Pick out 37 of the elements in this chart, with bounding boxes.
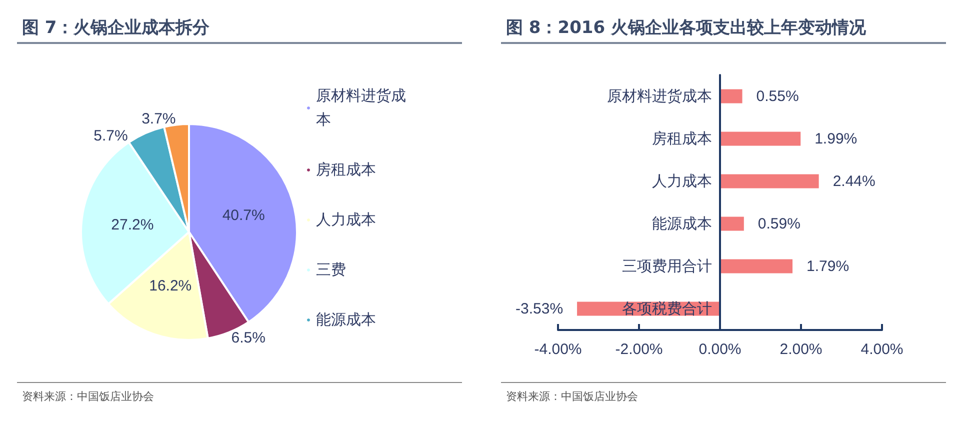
bar [720, 259, 792, 274]
data-label: 2.44% [832, 172, 876, 190]
data-label: -3.53% [516, 300, 564, 318]
legend-label: 三费 [316, 262, 346, 278]
y-tick-label: 原材料进货成本 [607, 88, 712, 105]
y-tick-label: 三项费用合计 [622, 258, 712, 275]
x-tick-label: -4.00% [534, 341, 582, 358]
bar [720, 174, 819, 188]
text: 资料来源：中国饭店业协会 [22, 389, 154, 404]
x-tick-label: 0.00% [698, 341, 742, 358]
text: 资料来源：中国饭店业协会 [506, 389, 638, 404]
y-tick-label: 能源成本 [652, 215, 712, 232]
bar [720, 89, 742, 104]
x-tick-label: 4.00% [860, 341, 904, 358]
data-label: 40.7% [222, 207, 265, 224]
data-label: 1.79% [806, 258, 850, 275]
y-tick-label: 各项税费合计 [622, 300, 712, 318]
legend-label: 原材料进货成本 [316, 88, 406, 128]
legend-label: 房租成本 [316, 162, 376, 178]
chart-title: 图 7：火锅企业成本拆分 [22, 17, 210, 39]
data-label: 3.7% [142, 110, 176, 128]
x-tick-label: 2.00% [780, 341, 822, 358]
data-label: 16.2% [149, 277, 192, 294]
legend-label: 能源成本 [316, 312, 376, 328]
chart-title: 图 8：2016 火锅企业各项支出较上年变动情况 [506, 17, 866, 39]
data-label: 0.59% [758, 215, 800, 232]
data-label: 5.7% [94, 127, 128, 144]
y-tick-label: 房租成本 [652, 130, 712, 148]
y-tick-label: 人力成本 [652, 172, 712, 190]
x-tick-label: -2.00% [615, 341, 663, 358]
data-label: 1.99% [814, 130, 858, 148]
data-label: 0.55% [756, 88, 799, 105]
data-label: 27.2% [111, 216, 154, 234]
bar [720, 132, 801, 146]
data-label: 6.5% [231, 329, 266, 346]
bar [720, 216, 744, 231]
legend-label: 人力成本 [316, 212, 376, 228]
